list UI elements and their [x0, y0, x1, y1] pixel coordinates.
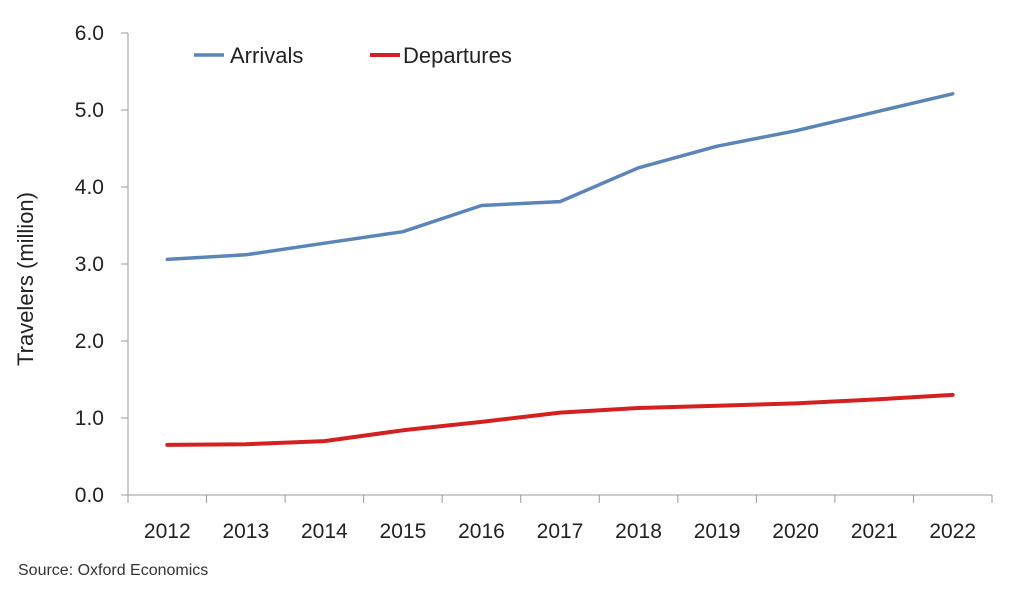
y-tick-label: 1.0: [75, 407, 104, 430]
source-note: Source: Oxford Economics: [18, 562, 209, 579]
tick-labels: 0.0 1.0 2.0 3.0 4.0 5.0 6.0 2012 2013 2014 2015 201…: [75, 22, 976, 543]
x-tick-label: 2016: [458, 520, 505, 543]
x-tick-label: 2021: [851, 520, 898, 543]
x-tick-label: 2014: [301, 520, 348, 543]
y-tick-label: 3.0: [75, 253, 104, 276]
legend-label: Departures: [403, 43, 512, 68]
x-tick-label: 2013: [222, 520, 269, 543]
y-tick-label: 2.0: [75, 330, 104, 353]
legend-item-departures: Departures: [370, 43, 512, 68]
x-tick-label: 2017: [537, 520, 584, 543]
y-tick-label: 0.0: [75, 484, 104, 507]
series-line-arrivals: [165, 92, 955, 262]
x-tick-label: 2012: [144, 520, 191, 543]
x-tick-label: 2015: [380, 520, 427, 543]
y-tick-label: 5.0: [75, 99, 104, 122]
legend-label: Arrivals: [230, 43, 303, 68]
x-tick-label: 2018: [615, 520, 662, 543]
legend: Arrivals Departures: [194, 43, 512, 68]
y-tick-label: 4.0: [75, 176, 104, 199]
x-tick-label: 2020: [772, 520, 819, 543]
legend-item-arrivals: Arrivals: [194, 43, 303, 68]
x-tick-label: 2019: [694, 520, 741, 543]
x-tick-label: 2022: [929, 520, 976, 543]
series-lines: [165, 92, 955, 447]
y-axis-title: Travelers (million): [13, 192, 38, 366]
y-tick-label: 6.0: [75, 22, 104, 45]
axes: [121, 32, 993, 503]
series-line-departures: [165, 392, 955, 447]
